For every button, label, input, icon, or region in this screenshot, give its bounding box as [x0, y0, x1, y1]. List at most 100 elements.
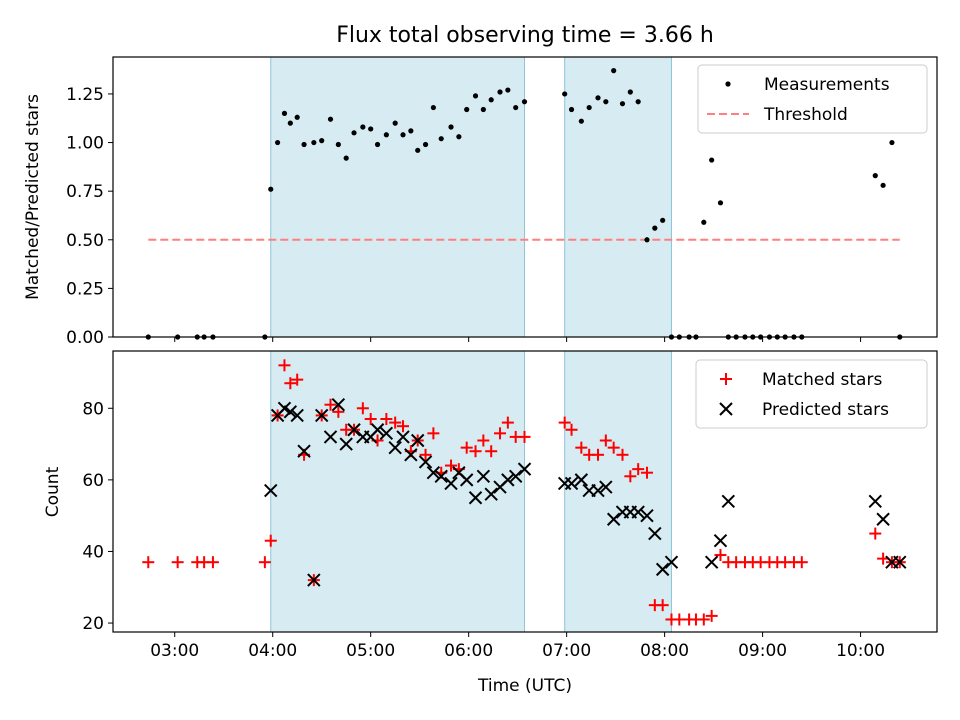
measurements-point-51: [660, 217, 666, 223]
matched-stars-point-31: [460, 441, 473, 454]
matched-stars-point-27: [427, 427, 440, 440]
measurements-point-34: [488, 97, 494, 103]
measurements-point-7: [275, 139, 281, 146]
measurements-point-32: [472, 93, 479, 99]
measurements-point-24: [408, 128, 414, 134]
measurements-point-8: [281, 110, 288, 116]
measurements-point-10: [294, 114, 300, 120]
predicted-stars-point-32: [517, 462, 532, 476]
matched-stars-point-47: [624, 470, 637, 483]
legend-marker-predicted-stars: [719, 402, 733, 416]
measurements-point-35: [497, 89, 503, 95]
matched-stars-point-22: [389, 416, 402, 429]
measurements-point-17: [351, 130, 357, 136]
predicted-stars-point-26: [468, 491, 483, 505]
predicted-stars-point-16: [388, 440, 402, 455]
matched-stars-point-49: [640, 466, 653, 479]
measurements-point-31: [464, 106, 470, 113]
legend-label-matched-stars: Matched stars: [762, 370, 882, 390]
predicted-stars-point-15: [379, 426, 394, 441]
x-tick-label-7: 10:00: [836, 641, 885, 661]
measurements-point-44: [603, 99, 609, 105]
measurements-point-13: [319, 138, 325, 144]
measurements-point-9: [287, 120, 293, 126]
legend-label-threshold: Threshold: [763, 105, 848, 125]
matched-stars-point-57: [705, 609, 718, 622]
predicted-stars-point-8: [323, 430, 338, 444]
x-tick-label-6: 09:00: [738, 641, 787, 661]
measurements-point-43: [595, 95, 601, 101]
measurements-point-19: [368, 126, 374, 132]
predicted-stars-point-4: [290, 408, 304, 423]
measurements-point-21: [383, 132, 389, 138]
measurements-point-69: [872, 173, 878, 179]
predicted-stars-point-17: [396, 430, 410, 444]
x-tick-label-4: 07:00: [542, 641, 591, 661]
predicted-stars-point-34: [564, 476, 579, 491]
measurements-point-70: [880, 182, 886, 188]
bot-observing-window-0: [270, 350, 526, 633]
legend-marker-measurements: [725, 81, 731, 87]
matched-stars-point-40: [565, 423, 578, 436]
top-y-axis-label: Matched/Predicted stars: [23, 94, 43, 300]
measurements-point-58: [717, 200, 724, 206]
predicted-stars-point-2: [277, 401, 292, 415]
chart-title: Flux total observing time = 3.66 h: [336, 23, 714, 48]
matched-stars-point-4: [206, 556, 219, 569]
matched-stars-point-33: [477, 434, 490, 447]
predicted-stars-point-35: [574, 473, 589, 487]
predicted-stars-point-42: [631, 505, 645, 519]
matched-stars-point-46: [616, 448, 629, 461]
matched-stars-point-29: [445, 459, 458, 472]
predicted-stars-point-20: [418, 455, 433, 469]
measurements-point-48: [635, 99, 641, 105]
measurements-point-14: [327, 116, 334, 122]
x-tick-label-2: 05:00: [346, 641, 395, 661]
measurements-point-30: [456, 134, 462, 140]
predicted-stars-point-18: [404, 448, 418, 462]
legend-marker-matched-stars: [720, 373, 732, 385]
predicted-stars-point-22: [434, 469, 448, 483]
predicted-stars-point-39: [606, 512, 621, 526]
matched-stars-point-51: [656, 599, 669, 612]
matched-stars-point-68: [795, 556, 808, 569]
matched-stars-point-36: [501, 416, 514, 429]
measurements-point-15: [335, 141, 341, 148]
predicted-stars-point-30: [501, 473, 515, 487]
matched-stars-point-8: [278, 359, 291, 372]
measurements-point-56: [701, 219, 707, 225]
measurements-point-22: [392, 120, 398, 126]
matched-stars-point-0: [142, 556, 155, 569]
matched-stars-point-14: [324, 398, 337, 411]
measurements-point-71: [889, 139, 895, 146]
measurements-point-38: [521, 99, 528, 105]
legend-label-predicted-stars: Predicted stars: [762, 400, 889, 420]
measurements-point-47: [627, 89, 633, 95]
measurements-point-33: [480, 106, 486, 113]
legend-label-measurements: Measurements: [764, 75, 890, 95]
top-panel: 0.00 0.25 0.50 0.75 1.00 1.25 Matched/Predict…: [23, 56, 938, 348]
top-y-tick-label-4: 1.00: [66, 134, 104, 154]
predicted-stars-point-48: [713, 534, 728, 548]
measurements-point-49: [644, 237, 650, 243]
measurements-point-39: [562, 91, 568, 97]
measurements-point-36: [505, 87, 511, 93]
top-legend: Measurements Threshold: [697, 64, 928, 134]
matched-stars-point-9: [284, 377, 297, 390]
predicted-stars-point-46: [664, 555, 679, 569]
matched-stars-point-48: [632, 463, 645, 476]
bottom-plot-frame: [112, 350, 938, 633]
predicted-stars-point-38: [599, 480, 613, 494]
predicted-stars-point-49: [721, 494, 736, 509]
predicted-stars-point-0: [264, 483, 278, 498]
predicted-stars-point-44: [648, 526, 662, 541]
predicted-stars-point-10: [339, 437, 353, 451]
predicted-stars-point-6: [307, 573, 321, 587]
matched-stars-point-18: [356, 402, 369, 415]
matched-stars-point-45: [607, 441, 620, 454]
x-tick-label-0: 03:00: [150, 641, 199, 661]
bottom-legend-box: [695, 359, 928, 429]
bot-y-tick-label-0: 20: [82, 614, 104, 634]
matched-stars-point-10: [291, 373, 304, 386]
